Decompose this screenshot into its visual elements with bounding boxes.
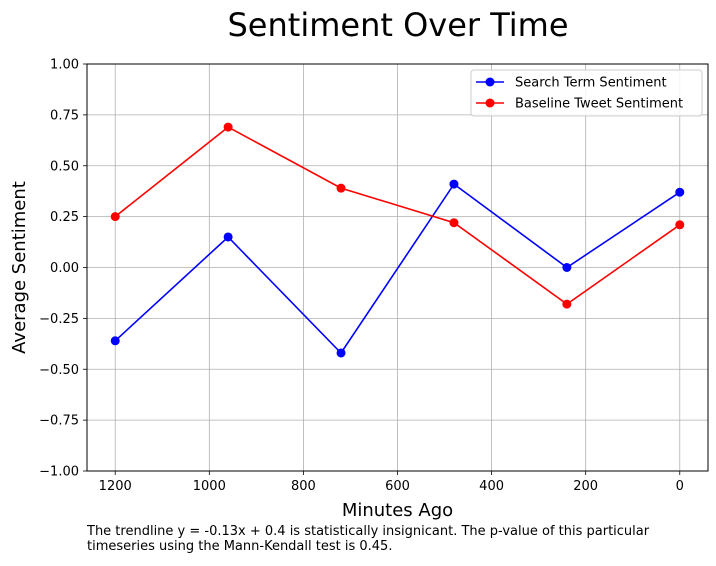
sentiment-chart: Sentiment Over Time 1200 1000 800 600 400 200…: [9, 6, 709, 521]
legend-label-1: Search Term Sentiment: [515, 76, 667, 91]
x-tick-label: 800: [291, 479, 316, 494]
x-tick-label: 200: [573, 479, 598, 494]
series-line-1: [114, 182, 681, 355]
x-tick-label: 600: [385, 479, 410, 494]
series-1-point: [336, 348, 346, 358]
y-tick-label: 0.25: [50, 210, 79, 225]
y-tick-label: −0.25: [39, 312, 79, 327]
y-tick-label: 0.00: [50, 261, 79, 276]
legend-box: [470, 69, 703, 117]
series-1-point: [110, 336, 120, 346]
x-tick-label: 1000: [193, 479, 226, 494]
y-tick-label: −1.00: [39, 465, 79, 480]
x-tick-label: 400: [479, 479, 504, 494]
series-2-point: [223, 122, 233, 132]
y-tick-label: 0.50: [50, 159, 79, 174]
y-tick-label: 0.75: [50, 108, 79, 123]
series-2-point: [336, 183, 346, 193]
series-layer: [110, 122, 685, 358]
legend-label-2: Baseline Tweet Sentiment: [515, 97, 683, 112]
series-1-point: [675, 187, 685, 197]
grid-lines: [87, 63, 708, 472]
legend: Search Term Sentiment Baseline Tweet Sent…: [470, 69, 703, 117]
x-tick-label: 1200: [99, 479, 132, 494]
series-1-point: [449, 179, 459, 189]
legend-marker-2: [485, 98, 495, 108]
y-axis-ticks: −1.00 −0.75 −0.50 −0.25 0.00 0.25 0.50 0.75 1.00: [39, 58, 87, 480]
series-2-point: [449, 218, 459, 228]
series-2-point: [675, 220, 685, 230]
legend-marker-1: [485, 77, 495, 87]
x-tick-label: 0: [676, 479, 684, 494]
y-tick-label: −0.50: [39, 363, 79, 378]
y-tick-label: −0.75: [39, 414, 79, 429]
x-axis-ticks: 1200 1000 800 600 400 200 0: [99, 471, 684, 494]
series-line-2: [114, 126, 681, 306]
series-2-point: [110, 212, 120, 222]
series-1-point: [223, 232, 233, 242]
chart-title: Sentiment Over Time: [227, 6, 568, 44]
series-1-point: [562, 263, 572, 272]
y-tick-label: 1.00: [50, 58, 79, 73]
chart-caption: The trendline y = -0.13x + 0.4 is statis…: [87, 524, 650, 554]
series-2-point: [562, 299, 572, 309]
x-axis-label: Minutes Ago: [342, 500, 453, 521]
y-axis-label: Average Sentiment: [9, 181, 30, 354]
